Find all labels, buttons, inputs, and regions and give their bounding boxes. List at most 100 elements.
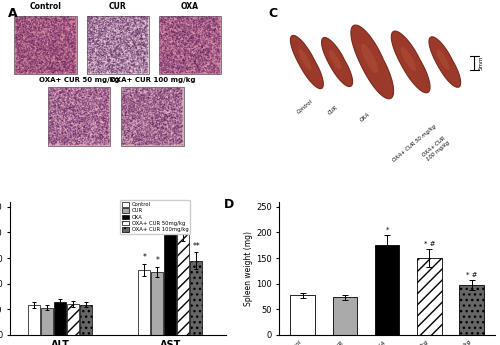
Point <box>138 23 146 29</box>
Point <box>17 21 25 27</box>
Point <box>160 42 168 48</box>
Point <box>104 54 112 60</box>
Point <box>75 87 83 93</box>
Point <box>179 70 187 76</box>
Point <box>71 33 79 38</box>
Point <box>192 48 200 54</box>
Point <box>33 42 41 48</box>
Point <box>54 141 62 146</box>
Point <box>130 62 138 68</box>
Point <box>136 37 144 42</box>
Point <box>199 57 207 62</box>
Point <box>28 53 36 59</box>
Point <box>143 125 151 131</box>
Point <box>142 48 150 53</box>
Point <box>75 93 83 99</box>
Point <box>162 112 170 117</box>
Point <box>174 26 182 31</box>
Point <box>176 66 184 72</box>
Point <box>184 16 192 22</box>
Point <box>115 66 123 71</box>
Point <box>26 28 34 34</box>
Point <box>16 15 24 20</box>
Point <box>58 110 66 115</box>
Point <box>147 114 155 120</box>
Point <box>150 95 158 101</box>
Point <box>208 16 216 22</box>
Point <box>86 18 94 24</box>
Point <box>59 127 67 132</box>
Point <box>120 113 128 119</box>
Point <box>148 141 156 147</box>
Point <box>19 24 27 29</box>
Point <box>101 50 109 56</box>
Point <box>162 52 170 58</box>
Point <box>175 102 183 107</box>
Point <box>142 112 150 117</box>
Point <box>186 46 194 51</box>
Point <box>74 107 82 113</box>
Point <box>61 53 69 59</box>
Point <box>174 92 182 98</box>
Point <box>208 52 216 58</box>
Point <box>89 99 97 105</box>
Point <box>68 138 76 144</box>
Point <box>101 68 109 73</box>
Text: OXA+ CUR 50 mg/kg: OXA+ CUR 50 mg/kg <box>392 124 437 163</box>
Point <box>118 70 126 76</box>
Point <box>177 124 185 129</box>
Point <box>156 94 164 100</box>
Point <box>152 109 160 114</box>
Point <box>46 88 54 93</box>
Point <box>90 105 98 110</box>
Point <box>33 60 41 66</box>
Point <box>16 70 24 76</box>
Point <box>138 98 145 103</box>
Point <box>44 22 52 27</box>
Point <box>137 137 145 142</box>
Point <box>58 30 66 36</box>
Point <box>94 33 102 39</box>
Point <box>22 32 30 38</box>
Point <box>18 55 25 60</box>
Point <box>20 66 28 71</box>
Point <box>90 24 98 30</box>
Point <box>85 100 93 105</box>
Point <box>112 33 120 38</box>
Point <box>206 29 214 35</box>
Point <box>166 56 173 61</box>
Point <box>66 23 74 29</box>
Point <box>174 138 182 144</box>
Point <box>128 133 136 139</box>
Point <box>132 108 140 113</box>
Point <box>164 138 172 144</box>
Point <box>165 22 173 28</box>
Point <box>21 60 29 66</box>
Point <box>19 38 27 43</box>
Point <box>74 119 82 125</box>
Point <box>24 61 32 67</box>
Point <box>137 97 145 103</box>
Point <box>132 134 140 139</box>
Point <box>166 99 174 105</box>
Point <box>172 134 180 139</box>
Point <box>88 135 96 140</box>
Point <box>82 136 90 141</box>
Point <box>124 100 132 106</box>
Point <box>44 14 52 19</box>
Point <box>172 139 180 144</box>
Point <box>101 30 109 36</box>
Point <box>88 90 96 95</box>
Point <box>119 140 127 146</box>
Point <box>169 64 177 69</box>
Point <box>162 100 170 106</box>
Point <box>126 34 134 40</box>
Point <box>68 115 76 121</box>
Point <box>89 34 97 40</box>
Point <box>166 62 174 68</box>
Point <box>155 100 163 105</box>
Point <box>175 24 183 30</box>
Point <box>135 60 143 65</box>
Point <box>52 34 60 40</box>
Point <box>104 46 112 52</box>
